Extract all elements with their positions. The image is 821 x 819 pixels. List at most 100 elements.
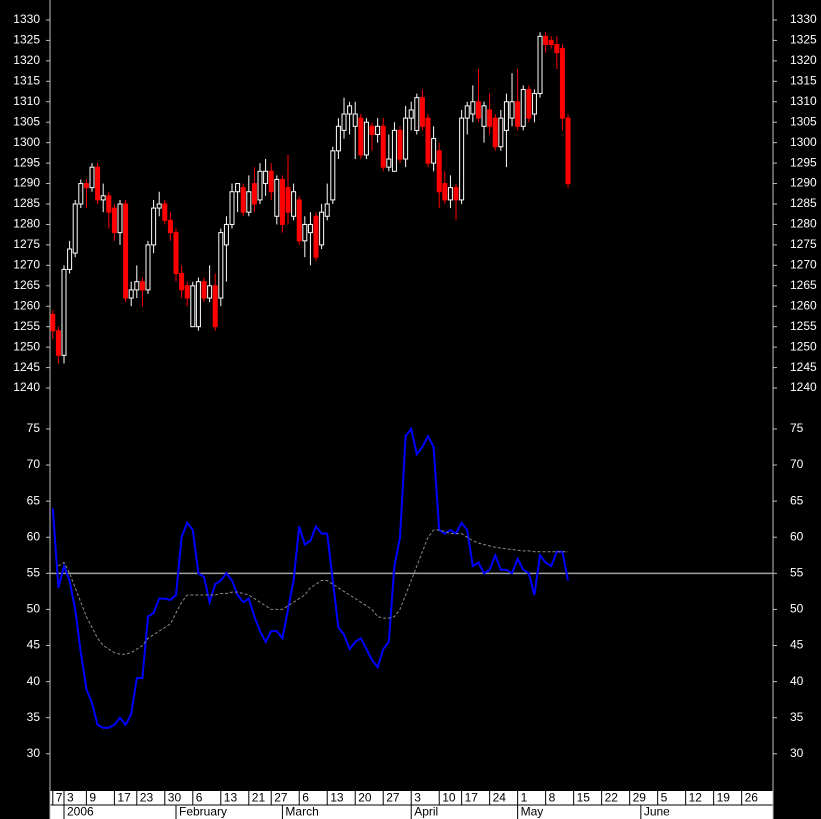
y-tick-label: 1240 [13,380,40,394]
candle-body [358,117,364,156]
candle-body [559,48,565,119]
candle-body [419,97,425,127]
candle-body [324,203,330,217]
x-tick-label: 12 [689,791,703,805]
candle-body [481,105,487,127]
y-tick-label: 1265 [790,278,817,292]
candle-body [229,191,235,225]
candle-body [408,109,414,119]
candle-body [100,195,106,201]
candle-body [162,203,168,221]
month-tick-label: June [644,805,670,819]
y-tick-label: 1260 [790,298,817,312]
candle-body [296,199,302,242]
y-tick-label: 1330 [13,12,40,26]
y-tick-label: 1240 [790,380,817,394]
candle-body [83,183,89,189]
y-tick-label: 35 [27,710,41,724]
month-tick-label: March [285,805,318,819]
candle-body [414,97,420,131]
month-tick-label: 2006 [67,805,94,819]
candle-body [134,281,140,291]
candle-body [531,93,537,115]
candle-body [554,43,560,54]
x-tick-label: 6 [302,791,309,805]
y-tick-label: 1275 [13,237,40,251]
y-tick-label: 1275 [790,237,817,251]
y-tick-label: 1300 [13,135,40,149]
candle-body [543,35,549,45]
candle-body [442,183,448,201]
candle-body [235,183,241,193]
candle-body [307,223,313,234]
candle-body [431,138,437,164]
candle-body [363,121,369,156]
x-tick-label: 19 [717,791,731,805]
y-tick-label: 1290 [790,176,817,190]
candle-body [475,101,481,119]
candle-body [391,129,397,172]
y-tick-label: 1280 [13,217,40,231]
y-tick-label: 50 [27,602,41,616]
candle-body [565,117,571,185]
candle-body [520,88,526,127]
month-tick-label: February [179,805,227,819]
candle-body [397,129,403,160]
candle-body [95,166,101,201]
candle-body [487,109,493,127]
candle-body [151,207,157,246]
candle-body [548,39,554,45]
y-tick-label: 1320 [790,53,817,67]
y-tick-label: 1310 [790,94,817,108]
candle-body [128,289,134,299]
y-tick-label: 1315 [13,73,40,87]
candle-body [72,203,78,254]
y-tick-label: 1285 [13,196,40,210]
candle-body [156,203,162,209]
x-tick-label: 24 [493,791,507,805]
candle-body [380,125,386,168]
y-tick-label: 45 [790,638,804,652]
y-tick-label: 1310 [13,94,40,108]
candle-body [319,211,325,246]
candle-body [268,170,274,193]
y-tick-label: 50 [790,602,804,616]
candle-body [425,117,431,164]
candle-body [464,105,470,119]
candle-body [330,150,336,201]
x-tick-label: 30 [168,791,182,805]
candle-body [257,170,263,201]
y-tick-label: 1245 [790,360,817,374]
candle-body [223,223,229,246]
candle-body [436,150,442,193]
month-tick-label: April [414,805,438,819]
candle-body [347,105,353,115]
candle-body [352,113,358,127]
candle-body [212,285,218,328]
y-tick-label: 40 [790,674,804,688]
y-tick-label: 1245 [13,360,40,374]
y-tick-label: 70 [790,457,804,471]
candle-body [55,330,61,356]
candle-body [179,273,185,291]
candle-body [67,248,73,270]
series-line [58,529,568,655]
y-tick-label: 1300 [790,135,817,149]
x-tick-label: 5 [661,791,668,805]
candle-body [302,223,308,242]
y-tick-label: 1250 [13,339,40,353]
candle-body [123,203,129,299]
candle-body [218,232,224,299]
candle-body [492,117,498,148]
y-tick-label: 1260 [13,298,40,312]
y-tick-label: 1330 [790,12,817,26]
x-tick-label: 9 [89,791,96,805]
x-tick-label: 3 [414,791,421,805]
x-tick-label: 3 [67,791,74,805]
candle-body [190,285,196,328]
candle-body [195,281,201,328]
x-tick-label: 8 [549,791,556,805]
x-tick-label: 17 [465,791,479,805]
